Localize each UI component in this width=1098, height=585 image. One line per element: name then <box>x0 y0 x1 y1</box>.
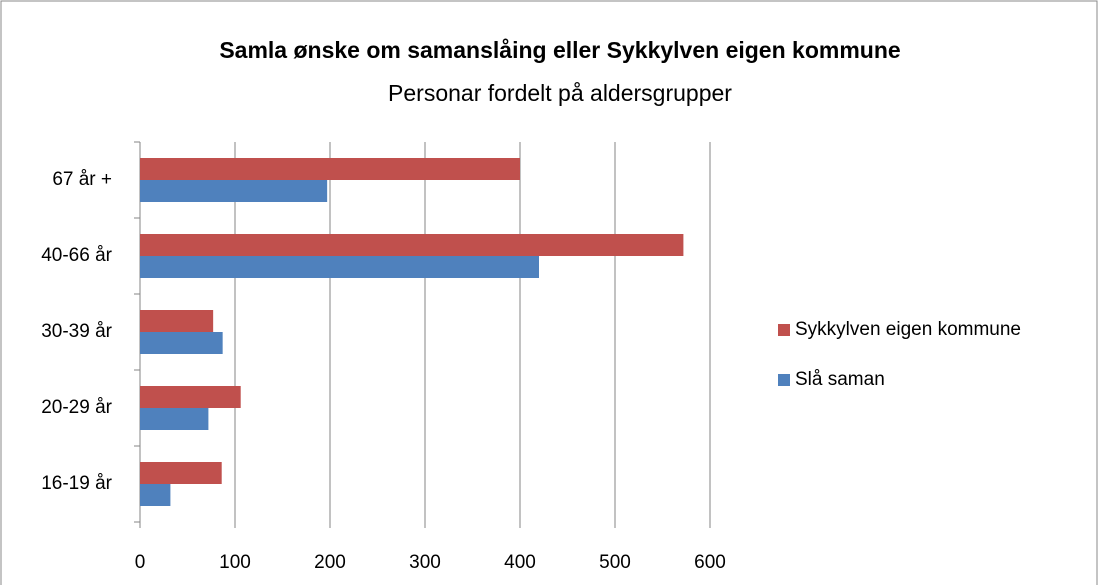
x-tick-label: 500 <box>599 552 631 573</box>
x-tick-label: 100 <box>219 552 251 573</box>
x-tick-label: 200 <box>314 552 346 573</box>
x-tick-label: 0 <box>135 552 146 573</box>
legend-label: Sykkylven eigen kommune <box>795 319 1021 340</box>
x-tick-label: 400 <box>504 552 536 573</box>
bar <box>140 158 520 180</box>
bar <box>140 310 214 332</box>
bar <box>140 332 223 354</box>
bar <box>140 408 209 430</box>
y-tick-label: 20-29 år <box>41 397 112 418</box>
bar <box>140 484 171 506</box>
y-tick-label: 30-39 år <box>41 321 112 342</box>
y-tick-label: 40-66 år <box>41 245 112 266</box>
x-tick-label: 300 <box>409 552 441 573</box>
y-tick-label: 16-19 år <box>41 473 112 494</box>
bar <box>140 234 684 256</box>
bar <box>140 256 539 278</box>
legend-swatch <box>778 374 790 386</box>
chart-subtitle: Personar fordelt på aldersgrupper <box>388 80 732 106</box>
x-tick-label: 600 <box>694 552 726 573</box>
bar <box>140 462 222 484</box>
y-tick-label: 67 år + <box>52 169 112 190</box>
chart-title: Samla ønske om samanslåing eller Sykkylv… <box>219 37 900 63</box>
legend-label: Slå saman <box>795 369 885 390</box>
legend-swatch <box>778 324 790 336</box>
bar <box>140 386 241 408</box>
bar <box>140 180 328 202</box>
